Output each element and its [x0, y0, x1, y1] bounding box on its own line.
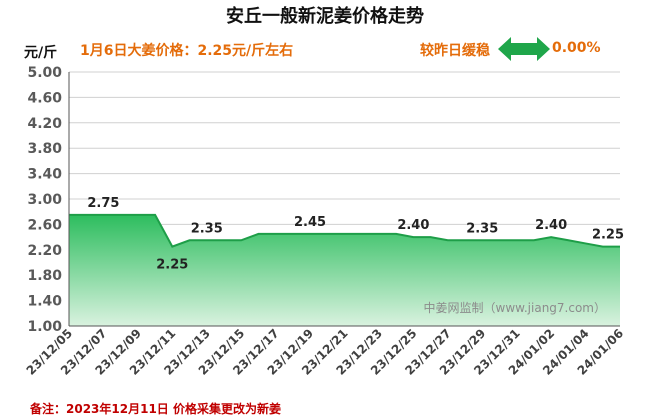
data-label: 2.25 — [156, 258, 188, 273]
watermark: 中姜网监制（www.jiang7.com） — [424, 300, 606, 315]
y-tick-label: 2.60 — [27, 217, 62, 233]
y-tick-label: 3.40 — [27, 167, 62, 183]
y-unit-label: 元/斤 — [24, 45, 58, 61]
change-label: 较昨日缓稳 — [420, 43, 490, 59]
data-label: 2.35 — [466, 221, 498, 236]
y-tick-label: 3.00 — [27, 192, 62, 208]
price-line — [69, 213, 620, 248]
data-label: 2.40 — [535, 218, 567, 233]
data-label: 2.40 — [397, 218, 429, 233]
y-tick-label: 4.60 — [27, 90, 62, 106]
left-right-arrow-icon — [498, 37, 550, 61]
y-tick-label: 5.00 — [27, 65, 62, 81]
price-note: 1月6日大姜价格：2.25元/斤左右 — [80, 43, 294, 59]
data-label: 2.25 — [592, 228, 624, 243]
price-area — [69, 214, 620, 326]
data-label: 2.75 — [87, 196, 119, 211]
data-label: 2.35 — [191, 221, 223, 236]
y-tick-label: 4.20 — [27, 116, 62, 132]
y-tick-label: 1.80 — [27, 268, 62, 284]
y-tick-label: 3.80 — [27, 141, 62, 157]
data-label: 2.45 — [294, 215, 326, 230]
chart-title: 安丘一般新泥姜价格走势 — [226, 6, 424, 27]
y-tick-label: 2.20 — [27, 243, 62, 259]
y-tick-label: 1.00 — [27, 319, 62, 335]
footnote: 备注：2023年12月11日 价格采集更改为新姜 — [30, 402, 281, 416]
y-tick-label: 1.40 — [27, 294, 62, 310]
change-value: 0.00% — [552, 40, 601, 56]
